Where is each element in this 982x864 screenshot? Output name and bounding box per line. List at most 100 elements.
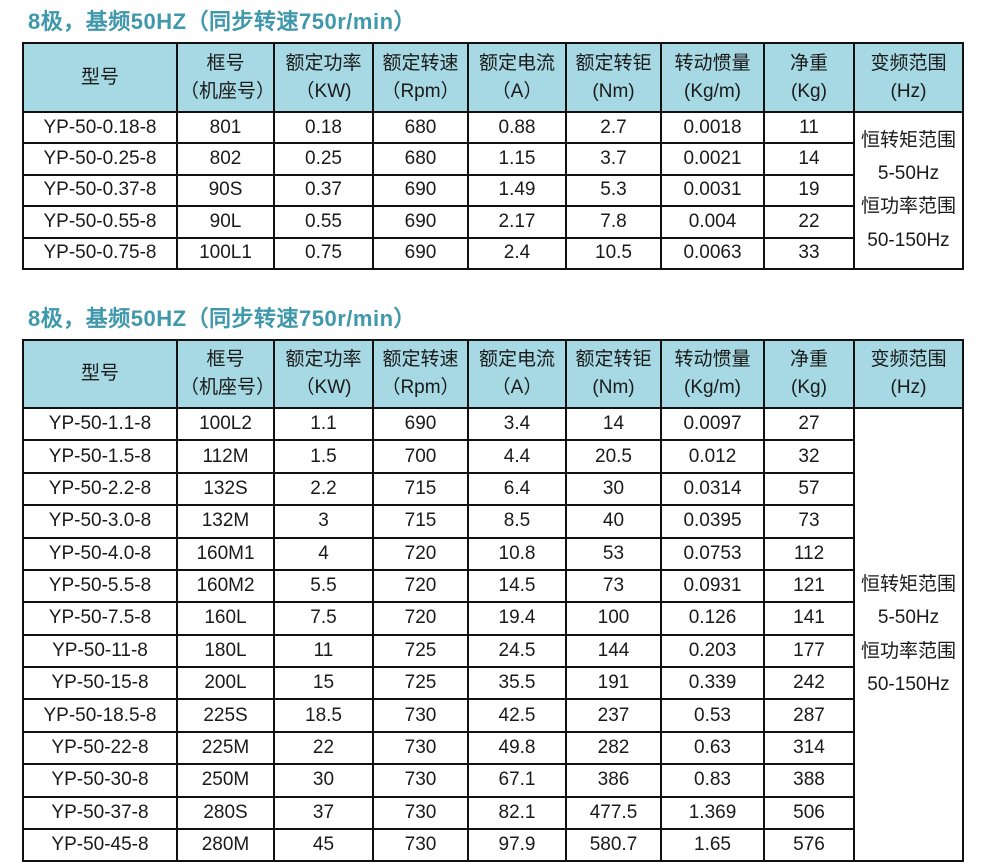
data-cell: 690 (372, 205, 469, 239)
header-line2: （A） (491, 376, 543, 398)
data-cell: 730 (372, 730, 469, 766)
header-line1: 净重 (789, 349, 828, 371)
data-cell: 19 (763, 173, 855, 208)
header-cell-col2: 额定功率 （KW) (273, 42, 374, 113)
data-cell: 45 (273, 828, 374, 863)
header-cell-col3: 额定转速 （Rpm） (372, 42, 469, 113)
spec-table-2-header: 型号 框号 （机座号） 额定功率 （KW) 额定转速 （Rpm） 额定电流 （A） 额定转钜 (Nm… (22, 338, 964, 409)
frequency-range-line: 50-150Hz (867, 229, 950, 251)
data-cell: 3.7 (565, 142, 662, 176)
data-cell: 680 (372, 110, 469, 145)
data-cell: 11 (273, 633, 374, 669)
data-cell: 6.4 (467, 471, 567, 507)
frequency-range-cell: 恒转矩范围 5-50Hz 恒功率范围 50-150Hz (853, 111, 964, 270)
header-cell-col1: 框号 （机座号） (176, 42, 275, 113)
data-cell: 15 (273, 666, 374, 701)
table-row: YP-50-3.0-8 132M 3 715 8.5 40 0.0395 73 (22, 504, 963, 539)
data-cell: 725 (372, 666, 469, 701)
data-cell: 90S (176, 173, 275, 208)
data-cell: 0.012 (660, 439, 765, 474)
data-cell: 715 (372, 471, 469, 507)
data-cell: 112 (763, 536, 855, 571)
data-cell: 0.126 (660, 601, 765, 636)
table-title-2: 8极，基频50HZ（同步转速750r/min） (28, 305, 417, 331)
data-cell: 4.4 (467, 439, 567, 474)
data-cell: 282 (565, 730, 662, 766)
table-row: YP-50-0.25-8 802 0.25 680 1.15 3.7 0.0021 14 (22, 142, 963, 176)
header-line1: 框号 (206, 52, 245, 74)
table-row: YP-50-37-8 280S 37 730 82.1 477.5 1.369 506 (22, 795, 963, 831)
header-line1: 额定功率 (285, 349, 362, 371)
frequency-range-line: 恒功率范围 (860, 196, 956, 218)
header-line2: (Kg) (791, 376, 827, 398)
data-cell: 0.75 (273, 236, 374, 270)
header-row: 型号 框号 （机座号） 额定功率 （KW) 额定转速 （Rpm） 额定电流 （A） 额定转钜 (Nm… (22, 42, 964, 113)
header-line1: 额定转速 (382, 52, 459, 74)
header-cell-col8: 变频范围 (Hz) (853, 42, 964, 113)
header-cell-col6: 转动惯量 (Kg/m) (660, 42, 765, 113)
data-cell: 37 (273, 795, 374, 831)
data-cell: 160L (176, 601, 275, 636)
data-cell: 0.0021 (660, 142, 765, 176)
spec-table-1-header: 型号 框号 （机座号） 额定功率 （KW) 额定转速 （Rpm） 额定电流 （A） 额定转钜 (Nm… (22, 42, 964, 113)
data-cell: 0.18 (273, 110, 374, 145)
data-cell: 0.0753 (660, 536, 765, 571)
data-cell: 200L (176, 666, 275, 701)
header-cell-col0: 型号 (22, 42, 178, 113)
data-cell: 82.1 (467, 795, 567, 831)
spec-table-2-body: YP-50-1.1-8 100L2 1.1 690 3.4 14 0.0097 27 恒转矩范围… (22, 406, 964, 863)
data-cell: 715 (372, 504, 469, 539)
model-cell: YP-50-18.5-8 (22, 698, 178, 733)
model-cell: YP-50-3.0-8 (22, 504, 178, 539)
data-cell: 801 (176, 110, 275, 145)
data-cell: 0.53 (660, 698, 765, 733)
data-cell: 100L1 (176, 236, 275, 270)
header-line1: 额定转钜 (575, 52, 652, 74)
data-cell: 388 (763, 763, 855, 798)
data-cell: 720 (372, 568, 469, 604)
data-cell: 7.8 (565, 205, 662, 239)
data-cell: 0.0314 (660, 471, 765, 507)
table-row: YP-50-0.37-8 90S 0.37 690 1.49 5.3 0.0031 19 (22, 173, 963, 208)
data-cell: 160M2 (176, 568, 275, 604)
data-cell: 730 (372, 763, 469, 798)
data-cell: 725 (372, 633, 469, 669)
data-cell: 0.63 (660, 730, 765, 766)
data-cell: 2.7 (565, 110, 662, 145)
table-row: YP-50-45-8 280M 45 730 97.9 580.7 1.65 576 (22, 828, 963, 863)
table-row: YP-50-22-8 225M 22 730 49.8 282 0.63 314 (22, 730, 963, 766)
header-row: 型号 框号 （机座号） 额定功率 （KW) 额定转速 （Rpm） 额定电流 （A） 额定转钜 (Nm… (22, 338, 964, 409)
header-line2: （KW) (295, 80, 352, 102)
header-cell-col7: 净重 (Kg) (763, 42, 855, 113)
data-cell: 0.83 (660, 763, 765, 798)
model-cell: YP-50-15-8 (22, 666, 178, 701)
data-cell: 11 (763, 110, 855, 145)
data-cell: 42.5 (467, 698, 567, 733)
data-cell: 0.203 (660, 633, 765, 669)
data-cell: 1.15 (467, 142, 567, 176)
table-row: YP-50-4.0-8 160M1 4 720 10.8 53 0.0753 112 (22, 536, 963, 571)
header-cell-col6: 转动惯量 (Kg/m) (660, 338, 765, 409)
table-row: YP-50-0.18-8 801 0.18 680 0.88 2.7 0.0018 11 恒转矩… (22, 110, 964, 270)
data-cell: 144 (565, 633, 662, 669)
table-row: YP-50-30-8 250M 30 730 67.1 386 0.83 388 (22, 763, 963, 798)
data-cell: 18.5 (273, 698, 374, 733)
data-cell: 690 (372, 236, 469, 270)
data-cell: 40 (565, 504, 662, 539)
model-cell: YP-50-2.2-8 (22, 471, 178, 507)
header-line1: 变频范围 (870, 349, 947, 371)
header-line2: （Rpm） (381, 80, 460, 102)
data-cell: 27 (763, 406, 855, 442)
model-cell: YP-50-30-8 (22, 763, 178, 798)
table-row: YP-50-5.5-8 160M2 5.5 720 14.5 73 0.0931 121 (22, 568, 963, 604)
data-cell: 5.3 (565, 173, 662, 208)
data-cell: 97.9 (467, 828, 567, 863)
data-cell: 30 (565, 471, 662, 507)
table-row: YP-50-18.5-8 225S 18.5 730 42.5 237 0.53 287 (22, 698, 963, 733)
header-line1: 型号 (80, 363, 119, 385)
header-cell-col4: 额定电流 （A） (467, 338, 567, 409)
data-cell: 1.369 (660, 795, 765, 831)
data-cell: 2.4 (467, 236, 567, 270)
header-line2: (Kg) (791, 80, 827, 102)
